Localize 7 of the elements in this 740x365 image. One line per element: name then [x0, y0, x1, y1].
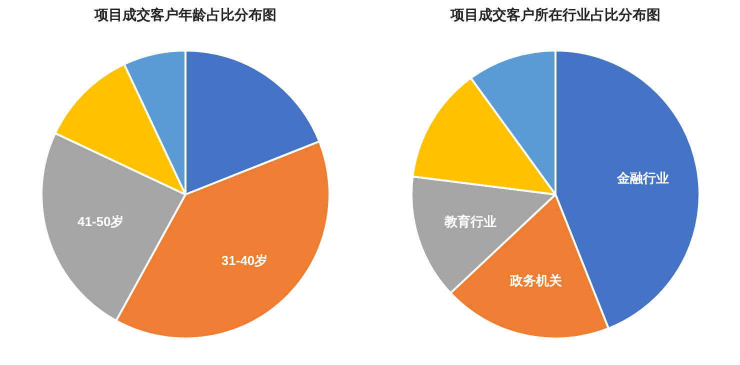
slice-label: 政务机关	[509, 272, 564, 288]
slice-label: 教育行业	[444, 214, 497, 230]
chart-title: 项目成交客户所在行业占比分布图	[450, 6, 660, 24]
slice-label: 41-50岁	[77, 214, 124, 230]
chart-title: 项目成交客户年龄占比分布图	[94, 6, 276, 24]
slice-label: 金融行业	[616, 170, 670, 186]
slice-label: 31-40岁	[221, 252, 268, 268]
